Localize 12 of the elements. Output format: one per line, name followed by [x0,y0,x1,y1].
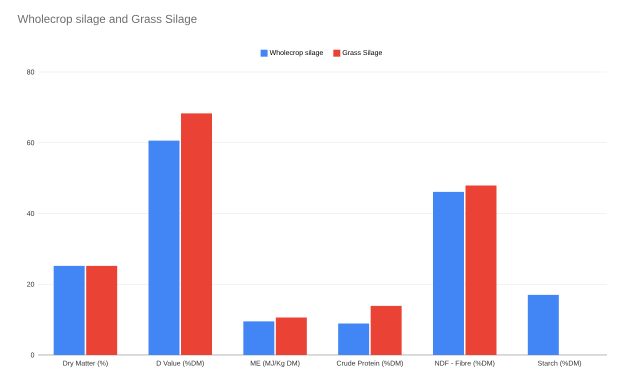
bar [465,186,496,355]
bar [181,113,212,355]
bar [243,321,274,355]
bar [86,266,118,355]
bar [432,192,464,355]
chart-title: Wholecrop silage and Grass Silage [18,14,197,26]
bar [338,324,370,355]
bar [54,266,85,355]
bar [148,140,180,355]
bar [528,294,559,355]
bar [370,306,402,355]
bar [276,317,307,355]
